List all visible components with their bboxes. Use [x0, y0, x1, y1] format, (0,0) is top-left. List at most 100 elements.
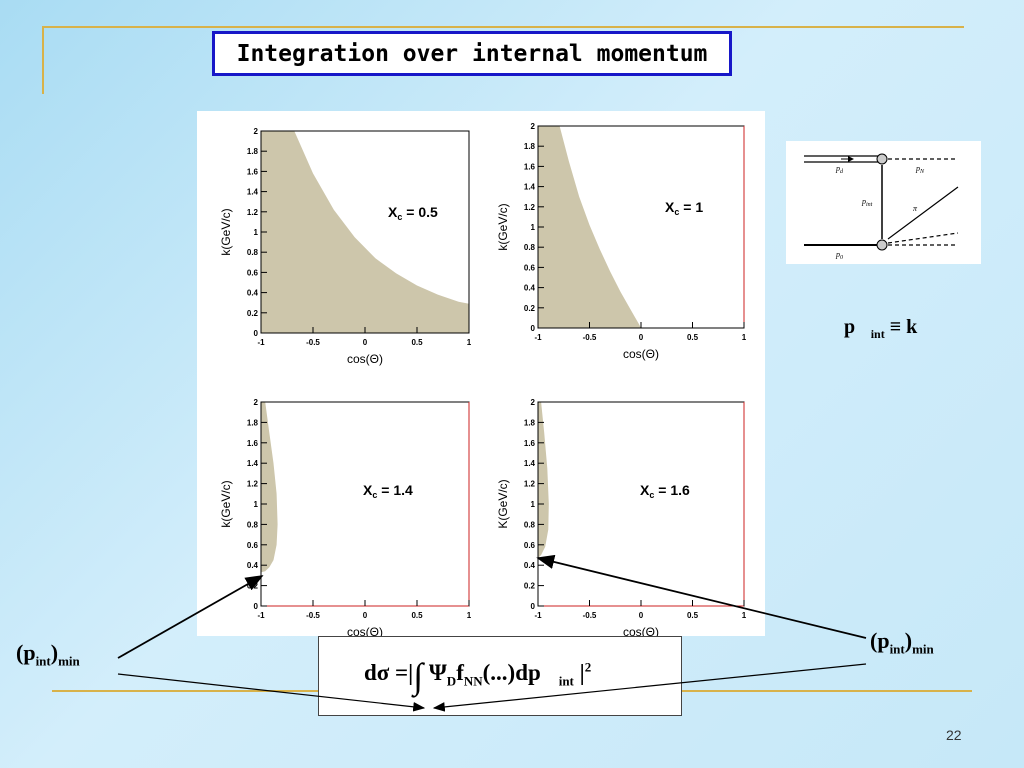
x-tick-label: 0.5	[411, 611, 423, 620]
pmin-right-min: min	[912, 641, 934, 657]
page-number: 22	[946, 727, 962, 743]
y-tick-label: 1.2	[524, 480, 536, 489]
feynman-diagram-svg: pd pN pint π p0	[804, 153, 959, 261]
y-tick-label: 2	[254, 398, 259, 407]
feynman-diagram: pd pN pint π p0	[786, 141, 981, 264]
upper-vertex	[876, 153, 888, 165]
decorative-top-line	[42, 26, 964, 28]
x-tick-label: 1	[467, 611, 472, 620]
formula-prefix: dσ =|	[364, 660, 414, 685]
y-tick-label: 0.6	[524, 263, 536, 272]
y-tick-label: 1	[531, 223, 536, 232]
plots-panel: -1 -0.5 0 0.5 1 0 0.2 0.4 0.6 0.8 1 1.2 1.4 1.6 1.8 2 co…	[197, 111, 765, 636]
x-tick-label: -1	[534, 333, 542, 342]
x-axis-label: cos(Θ)	[347, 625, 383, 636]
formula-psi: Ψ	[428, 660, 447, 685]
x-tick-label: 0	[639, 611, 644, 620]
y-tick-label: 0.8	[247, 248, 259, 257]
x-tick-label: 0	[363, 611, 368, 620]
plot-1: -1 -0.5 0 0.5 1 0 0.2 0.4 0.6 0.8 1 1.2 1.4 1.6 1.8 2 co…	[219, 127, 472, 366]
y-tick-label: 0.8	[247, 520, 259, 529]
x-axis-label: cos(Θ)	[623, 625, 659, 636]
xc-annotation: Xc = 1	[665, 199, 703, 217]
allowed-region-1	[261, 131, 469, 333]
pint-eq-sub: int	[870, 327, 885, 341]
plot-frame-4	[537, 401, 745, 607]
y-tick-label: 1.4	[524, 459, 536, 468]
y-axis-label: k(GeV/c)	[219, 208, 233, 255]
y-tick-label: 0.2	[247, 309, 259, 318]
plot-4: -1 -0.5 0 0.5 1 0 0.2 0.4 0.6 0.8 1 1.2 1.4 1.6 1.8 2 co…	[496, 398, 747, 636]
x-tick-label: 1	[742, 333, 747, 342]
formula-psi-sub: D	[446, 673, 457, 689]
plot-2: -1 -0.5 0 0.5 1 0 0.2 0.4 0.6 0.8 1 1.2 1.4 1.6 1.8 2 co…	[496, 122, 747, 361]
allowed-region-3	[261, 402, 278, 606]
slide-title: Integration over internal momentum	[212, 31, 732, 76]
x-tick-label: 0.5	[411, 338, 423, 347]
y-tick-label: 1.6	[524, 162, 536, 171]
y-axis-label: K(GeV/c)	[496, 479, 510, 528]
y-tick-label: 1.6	[524, 439, 536, 448]
y-tick-label: 0.4	[524, 284, 536, 293]
pmin-right-close: )	[904, 628, 913, 653]
x-tick-label: 0	[363, 338, 368, 347]
y-tick-label: 0.2	[247, 582, 259, 591]
y-tick-label: 0.8	[524, 520, 536, 529]
y-tick-label: 1.2	[524, 203, 536, 212]
formula-f: f	[456, 660, 464, 685]
allowed-region-2	[538, 126, 641, 328]
y-tick-label: 2	[254, 127, 259, 136]
x-tick-label: -0.5	[583, 611, 597, 620]
cross-section-formula: dσ =|∫ ΨDfNN(...)dp⃗int |2	[364, 655, 591, 697]
xc-annotation: Xc = 0.5	[388, 204, 438, 222]
y-tick-label: 1	[254, 500, 259, 509]
y-tick-label: 0.2	[524, 304, 536, 313]
y-tick-label: 0.4	[247, 289, 259, 298]
y-tick-label: 1.8	[524, 418, 536, 427]
pmin-right-sub: int	[889, 641, 905, 657]
x-tick-label: -0.5	[306, 611, 320, 620]
y-tick-label: 1.4	[247, 459, 259, 468]
y-tick-label: 0	[531, 602, 536, 611]
pion-line	[887, 186, 959, 240]
pint-equation: p⃗int ≡ k⃗	[844, 316, 933, 342]
formula-p-sub: int	[558, 673, 574, 689]
y-tick-label: 1.4	[247, 188, 259, 197]
pint-eq-p: p⃗	[844, 316, 871, 338]
pmin-left-sub: int	[35, 653, 51, 669]
x-tick-label: -1	[257, 611, 265, 620]
y-tick-label: 0.4	[524, 561, 536, 570]
y-tick-label: 1.2	[247, 208, 259, 217]
lower-vertex	[876, 239, 888, 251]
formula-power: 2	[584, 659, 592, 675]
y-tick-label: 2	[531, 122, 536, 131]
formula-box: dσ =|∫ ΨDfNN(...)dp⃗int |2	[318, 636, 682, 716]
x-tick-label: -0.5	[583, 333, 597, 342]
slide-title-text: Integration over internal momentum	[236, 40, 708, 67]
plot-3: -1 -0.5 0 0.5 1 0 0.2 0.4 0.6 0.8 1 1.2 1.4 1.6 1.8 2 co…	[219, 398, 472, 636]
plot-frame-3	[260, 401, 470, 607]
xc-annotation: Xc = 1.4	[363, 482, 413, 500]
x-tick-label: 1	[467, 338, 472, 347]
integral-sign: ∫	[413, 656, 424, 696]
pmin-left-close: )	[50, 640, 59, 665]
y-tick-label: 2	[531, 398, 536, 407]
x-tick-label: -0.5	[306, 338, 320, 347]
y-tick-label: 0.4	[247, 561, 259, 570]
y-tick-label: 1	[531, 500, 536, 509]
x-tick-label: 0	[639, 333, 644, 342]
formula-middle: (...)d	[482, 660, 529, 685]
y-tick-label: 0.8	[524, 243, 536, 252]
plots-svg: -1 -0.5 0 0.5 1 0 0.2 0.4 0.6 0.8 1 1.2 1.4 1.6 1.8 2 co…	[219, 122, 747, 636]
label-p0: p0	[835, 250, 843, 261]
y-tick-label: 0	[531, 324, 536, 333]
y-axis-label: k(GeV/c)	[219, 480, 233, 527]
y-tick-label: 1.8	[524, 142, 536, 151]
label-pN: pN	[915, 164, 925, 175]
y-tick-label: 0.6	[524, 541, 536, 550]
x-axis-label: cos(Θ)	[623, 347, 659, 361]
y-axis-label: k(GeV/c)	[496, 203, 510, 250]
y-tick-label: 1.6	[247, 167, 259, 176]
formula-p: p⃗	[528, 660, 559, 685]
x-axis-label: cos(Θ)	[347, 352, 383, 366]
